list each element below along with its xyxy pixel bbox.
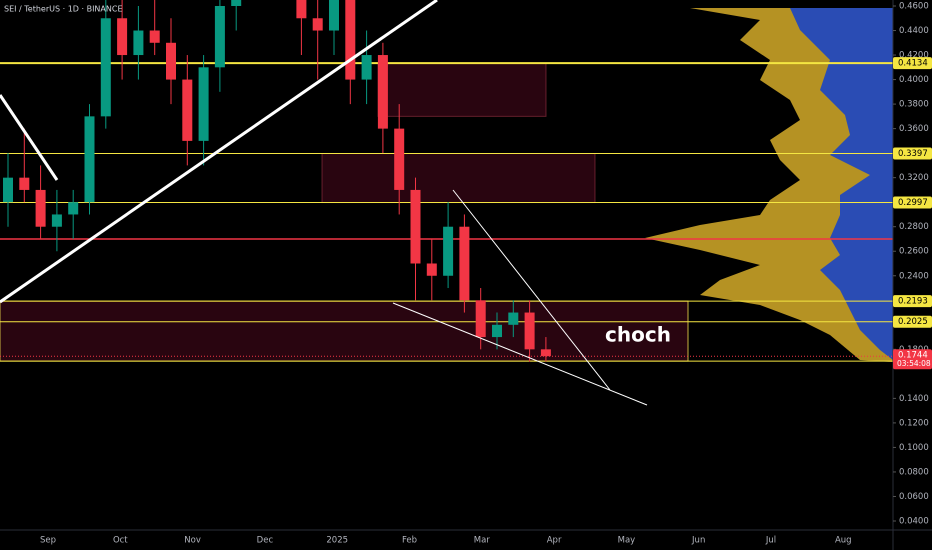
candles (3, 0, 551, 362)
trend-lines (0, 0, 648, 406)
y-tick-label: 0.1400 (899, 394, 929, 404)
candle-body (508, 312, 519, 325)
candle-body (100, 18, 111, 117)
y-tick-label: 0.2400 (899, 271, 929, 281)
candle-body (51, 214, 62, 227)
candle-body (117, 18, 128, 56)
candle-body (329, 0, 339, 31)
trend-line (0, 0, 438, 304)
candle-body (68, 202, 79, 215)
level-label: 0.4134 (898, 59, 928, 69)
y-tick-label: 0.4400 (899, 26, 929, 36)
candle-body (524, 312, 535, 350)
level-label: 0.2193 (898, 297, 928, 307)
x-tick-label: Oct (113, 536, 128, 546)
zone (321, 153, 596, 204)
y-tick-label: 0.2600 (899, 247, 929, 257)
zone (377, 62, 547, 117)
candle-body (459, 226, 470, 301)
level-label: 0.2997 (898, 198, 928, 208)
candle-body (426, 263, 437, 276)
candle-body (377, 55, 388, 129)
chart-title: SEI / TetherUS · 1D · BINANCE (4, 5, 123, 14)
candle-body (149, 30, 160, 43)
candle-body (540, 349, 551, 357)
price-badge (893, 349, 932, 370)
trend-line (452, 189, 611, 391)
price-label: 0.1744 (898, 351, 928, 361)
level-badge (893, 196, 932, 209)
profile-blue (790, 8, 893, 360)
candle-body (231, 0, 242, 6)
candle-body (492, 324, 502, 338)
y-tick-label: 0.0800 (899, 467, 929, 477)
candle-body (214, 6, 225, 68)
x-tick-label: Dec (257, 536, 274, 546)
level-badge (893, 147, 932, 160)
x-tick-label: 2025 (326, 536, 348, 546)
candle-body (19, 177, 30, 190)
candle-body (166, 42, 176, 80)
x-tick-label: Mar (474, 536, 491, 546)
y-tick-label: 0.3600 (899, 124, 929, 134)
level-badge (893, 315, 932, 328)
y-tick-label: 0.0400 (899, 517, 929, 527)
candle-body (133, 30, 144, 56)
level-badge (893, 57, 932, 70)
level-badge (893, 295, 932, 308)
x-tick-label: Sep (40, 536, 56, 546)
x-tick-label: Apr (547, 536, 562, 546)
level-label: 0.3397 (898, 149, 928, 159)
volume-profile (645, 8, 893, 362)
x-tick-label: Jun (691, 536, 705, 546)
x-tick-label: May (618, 536, 636, 546)
trend-line (392, 302, 648, 406)
candle-body (296, 0, 307, 19)
level-label: 0.2025 (898, 317, 928, 327)
y-tick-label: 0.4600 (899, 2, 929, 12)
x-tick-label: Feb (402, 536, 417, 546)
y-tick-label: 0.4000 (899, 75, 929, 85)
x-tick-label: Aug (835, 536, 852, 546)
candle-body (3, 177, 13, 203)
y-tick-label: 0.1200 (899, 418, 929, 428)
y-tick-label: 0.4200 (899, 51, 929, 61)
candle-body (198, 67, 209, 141)
candle-body (394, 128, 405, 190)
price-axis: 0.4600 0.4400 0.4200 0.4000 0.3800 0.3600 0.32… (40, 2, 932, 546)
zone (0, 300, 689, 362)
candle-body (345, 0, 356, 80)
candle-body (84, 116, 95, 203)
candle-body (35, 189, 46, 227)
y-tick-label: 0.3200 (899, 173, 929, 183)
y-tick-label: 0.2800 (899, 222, 929, 232)
y-tick-label: 0.3800 (899, 100, 929, 110)
x-tick-label: Jul (765, 536, 776, 546)
candle-body (312, 18, 323, 31)
candle-body (410, 189, 421, 264)
y-tick-label: 0.1000 (899, 443, 929, 453)
x-tick-label: Nov (184, 536, 201, 546)
y-tick-label: 0.0600 (899, 492, 929, 502)
trend-line (0, 94, 59, 181)
candle-body (475, 300, 486, 338)
annotation: choch (605, 323, 671, 347)
candle-body (182, 79, 193, 141)
candle-body (361, 55, 372, 80)
candle-body (443, 226, 454, 276)
countdown: 03:54:08 (897, 359, 931, 368)
